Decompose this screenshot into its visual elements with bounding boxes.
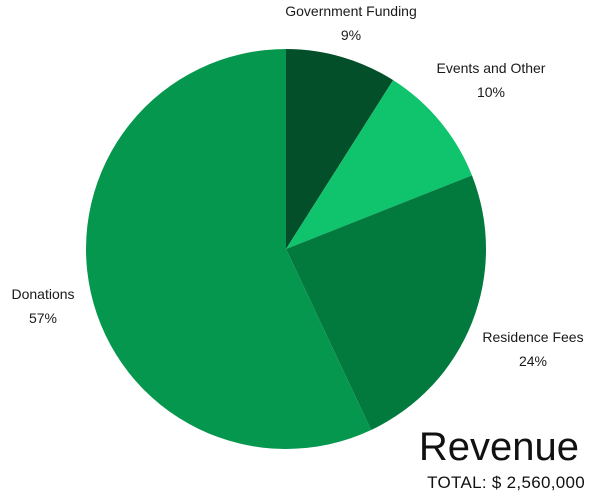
slice-label-percent: 9% [341,27,361,43]
pie-slices [85,49,486,449]
chart-title: Revenue [418,425,579,469]
slice-label-name: Residence Fees [482,329,583,345]
pie-slice-events-and-other [286,80,472,249]
slice-label-name: Events and Other [437,60,546,76]
pie-slice-government-funding [286,49,394,249]
chart-subtitle: TOTAL: $ 2,560,000 [427,473,585,492]
slice-label-percent: 10% [477,84,505,100]
pie-slice-residence-fees [286,175,486,430]
slice-label-name: Donations [11,286,74,302]
pie-slice-donations [85,49,372,449]
slice-label-percent: 24% [519,353,547,369]
slice-labels: Government Funding 9% Events and Other 10% R… [11,3,583,369]
slice-label-percent: 57% [29,310,57,326]
slice-label-name: Government Funding [285,3,417,19]
